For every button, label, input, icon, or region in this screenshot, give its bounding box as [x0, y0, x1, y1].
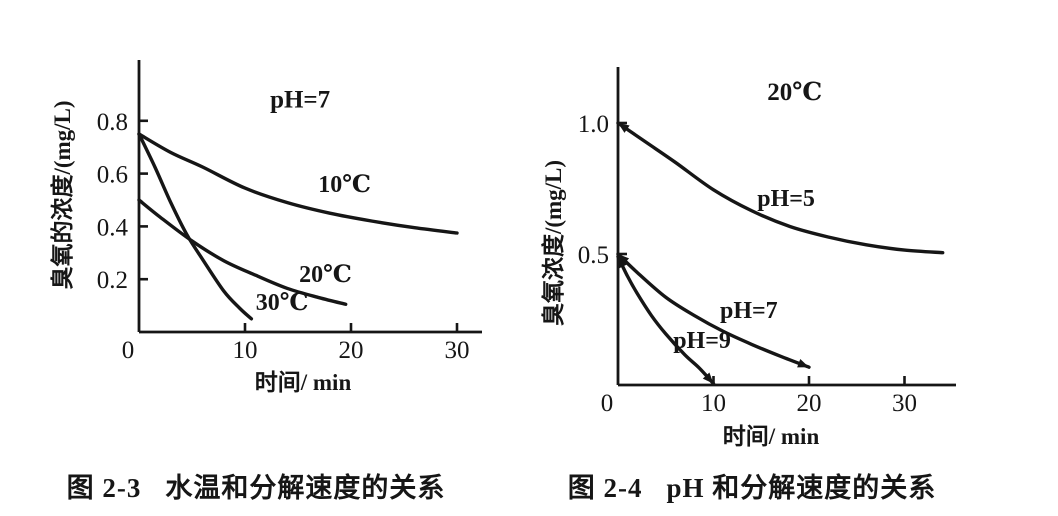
figure-2-4-caption: 图 2-4 pH 和分解速度的关系 [556, 466, 948, 505]
figure-2-3-caption: 图 2-3 水温和分解速度的关系 [60, 466, 452, 505]
series-ph-5-label: pH=5 [757, 186, 815, 212]
figure-2-3-number: 图 2-3 [66, 473, 142, 503]
x-tick-label: 20 [797, 390, 822, 417]
x-tick-label: 10 [233, 337, 258, 364]
condition-annotation: pH=7 [270, 87, 330, 114]
series-10-curve [137, 132, 459, 235]
x-tick-label: 10 [701, 390, 726, 417]
series-ph-7-start-arrow [618, 254, 630, 265]
x-tick-label: 30 [445, 337, 470, 364]
y-axis-label: 臭氧浓度/(mg/L) [540, 160, 566, 326]
x-tick-label: 0 [601, 390, 614, 417]
y-tick-label: 0.6 [97, 162, 128, 189]
series-ph-9-curve [616, 254, 716, 386]
y-tick-label: 0.2 [97, 267, 128, 294]
series-ph-9-label: pH=9 [673, 328, 731, 354]
y-tick-label: 1.0 [578, 111, 609, 138]
figure-2-4-number: 图 2-4 [567, 473, 643, 503]
series-ph-7-label: pH=7 [720, 298, 778, 324]
series-ph-7-curve [616, 252, 811, 369]
series-30-curve [137, 132, 254, 321]
series-ph-5-curve [616, 121, 945, 255]
condition-annotation: 20℃ [767, 79, 822, 106]
y-tick-label: 0.5 [578, 242, 609, 269]
y-tick-label: 0.8 [97, 109, 128, 136]
figure-2-4-title: pH 和分解速度的关系 [666, 473, 937, 503]
series-20-label: 20℃ [299, 262, 352, 288]
series-ph-7-end-arrow [797, 359, 809, 368]
series-30-label: 30℃ [256, 290, 309, 316]
series-ph-9-end-arrow [702, 372, 714, 384]
series-10-label: 10℃ [318, 172, 371, 198]
series-20-curve [137, 198, 348, 306]
series-ph-9-start-arrow [618, 256, 627, 269]
x-tick-label: 30 [892, 390, 917, 417]
chart-temperature: 0 10 20 30 0.2 0.4 0.6 0.8 时间/ min 臭氧的浓度/(mg/L) pH… [49, 60, 482, 395]
x-axis-label: 时间/ min [255, 370, 352, 395]
x-axis-label: 时间/ min [723, 424, 820, 449]
y-tick-label: 0.4 [97, 214, 129, 241]
chart-ph: 0 10 20 30 0.5 1.0 时间/ min 臭氧浓度/(mg/L) 20℃ pH=5 pH… [540, 67, 956, 449]
y-axis-label: 臭氧的浓度/(mg/L) [49, 100, 75, 289]
series-ph-5-start-arrow [618, 123, 630, 133]
figure-2-3-title: 水温和分解速度的关系 [165, 473, 446, 503]
x-tick-label: 0 [122, 337, 135, 364]
x-tick-label: 20 [339, 337, 364, 364]
